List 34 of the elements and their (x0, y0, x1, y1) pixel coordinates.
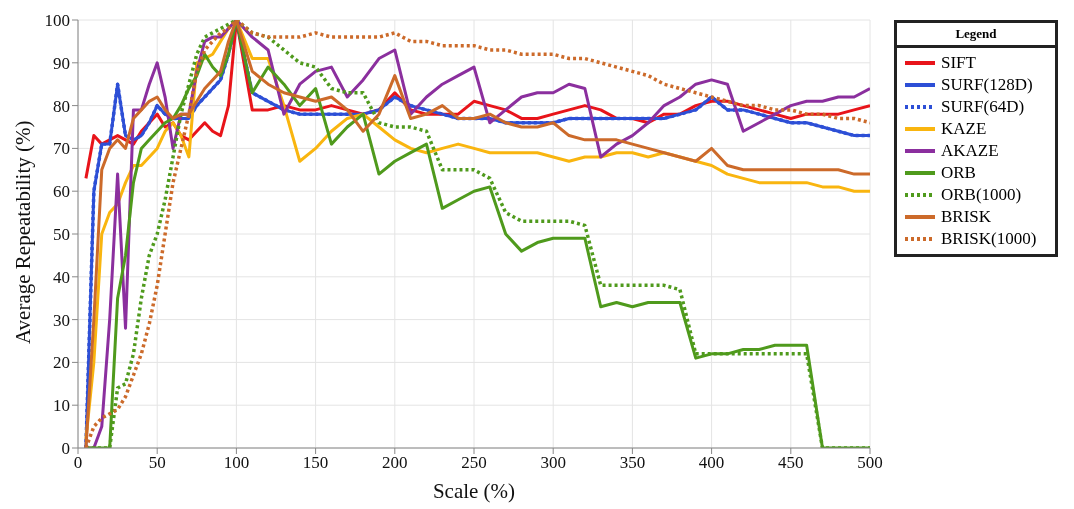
x-tick-label: 500 (857, 453, 883, 473)
y-tick-label: 0 (61, 439, 70, 459)
y-tick-label: 50 (53, 225, 70, 245)
legend-label: AKAZE (941, 141, 999, 161)
legend-label: BRISK (941, 207, 992, 227)
y-tick-label: 20 (53, 353, 70, 373)
legend-label: SURF(128D) (941, 75, 1033, 95)
x-tick-label: 400 (698, 453, 725, 473)
legend-label: KAZE (941, 119, 987, 139)
x-tick-label: 250 (461, 453, 487, 473)
legend-title: Legend (897, 23, 1055, 48)
x-tick-label: 50 (148, 453, 166, 473)
y-axis-title: Average Repeatability (%) (11, 120, 36, 344)
legend-label: BRISK(1000) (941, 229, 1037, 249)
y-tick-label: 30 (53, 310, 70, 330)
x-tick-label: 100 (223, 453, 250, 473)
x-tick-label: 200 (382, 453, 408, 473)
y-tick-label: 70 (53, 139, 70, 159)
legend-label: ORB(1000) (941, 185, 1022, 205)
y-tick-label: 60 (53, 182, 70, 202)
y-tick-label: 80 (53, 96, 70, 116)
x-tick-label: 300 (540, 453, 566, 473)
y-tick-label: 10 (53, 396, 70, 416)
legend-label: ORB (941, 163, 976, 183)
x-tick-label: 350 (619, 453, 646, 473)
x-tick-label: 150 (302, 453, 329, 473)
y-tick-label: 40 (53, 267, 70, 287)
y-tick-label: 100 (44, 11, 70, 31)
legend-label: SURF(64D) (941, 97, 1025, 117)
x-tick-label: 0 (73, 453, 83, 473)
x-axis-title: Scale (%) (432, 479, 516, 503)
x-tick-label: 450 (778, 453, 804, 473)
y-tick-label: 90 (53, 53, 70, 73)
legend-label: SIFT (941, 53, 976, 73)
